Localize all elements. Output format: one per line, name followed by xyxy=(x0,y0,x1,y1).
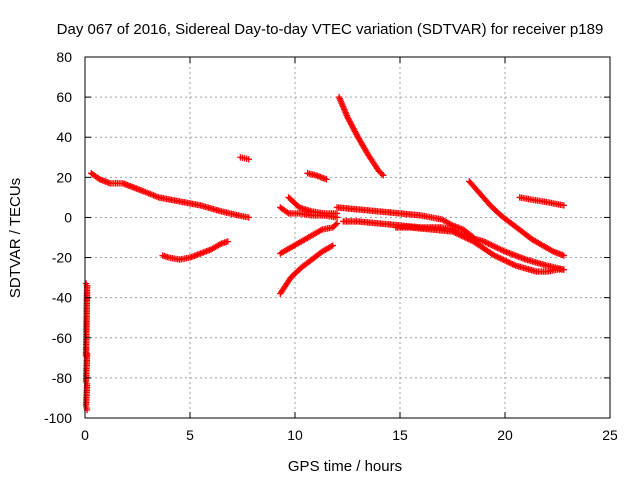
data-point xyxy=(329,242,336,249)
y-tick-label: -60 xyxy=(52,330,72,346)
data-point xyxy=(333,210,341,217)
data-point xyxy=(245,214,252,221)
chart-title: Day 067 of 2016, Sidereal Day-to-day VTE… xyxy=(57,21,604,38)
data-marks xyxy=(82,93,567,414)
data-point xyxy=(245,156,252,163)
y-tick-label: 60 xyxy=(56,89,72,105)
x-tick-label: 15 xyxy=(392,427,408,443)
data-point xyxy=(284,209,291,216)
data-point xyxy=(332,221,339,228)
series-arc-05 xyxy=(277,242,336,297)
y-tick-label: -100 xyxy=(44,410,72,426)
data-point xyxy=(560,202,567,209)
y-tick-label: 40 xyxy=(56,129,72,145)
y-tick-label: -20 xyxy=(52,250,72,266)
x-axis-ticks: 0 5 10 15 20 25 xyxy=(81,57,618,443)
y-axis-ticks: -100 -80 -60 -40 -20 0 20 40 60 80 xyxy=(44,49,610,426)
series-arc-03 xyxy=(237,154,252,163)
series-arc-13 xyxy=(392,224,567,275)
data-point xyxy=(560,266,567,273)
series-arc-02 xyxy=(159,238,231,263)
x-tick-label: 5 xyxy=(186,427,194,443)
data-point xyxy=(380,172,387,179)
x-tick-label: 25 xyxy=(602,427,618,443)
grid xyxy=(85,57,610,418)
y-axis-label: SDTVAR / TECUs xyxy=(7,178,24,298)
x-tick-label: 10 xyxy=(287,427,303,443)
data-point xyxy=(333,220,341,227)
series-arc-15 xyxy=(516,194,567,209)
series-arc-08 xyxy=(285,194,341,217)
series-arc-06 xyxy=(277,220,341,257)
x-axis-label: GPS time / hours xyxy=(288,458,402,475)
data-point xyxy=(224,238,231,245)
y-tick-label: 0 xyxy=(64,209,72,225)
series-arc-14 xyxy=(466,178,567,259)
series-arc-04 xyxy=(82,280,91,414)
y-tick-label: -40 xyxy=(52,290,72,306)
series-arc-11 xyxy=(333,204,477,241)
y-tick-label: -80 xyxy=(52,370,72,386)
series-arc-09 xyxy=(304,170,330,183)
x-tick-label: 0 xyxy=(81,427,89,443)
y-tick-label: 80 xyxy=(56,49,72,65)
data-point xyxy=(378,170,385,178)
x-tick-label: 20 xyxy=(497,427,513,443)
data-point xyxy=(560,252,567,259)
plot-frame xyxy=(84,56,611,419)
data-point xyxy=(323,176,330,183)
series-arc-01 xyxy=(88,170,252,221)
y-tick-label: 20 xyxy=(56,169,72,185)
series-arc-10 xyxy=(335,93,387,179)
